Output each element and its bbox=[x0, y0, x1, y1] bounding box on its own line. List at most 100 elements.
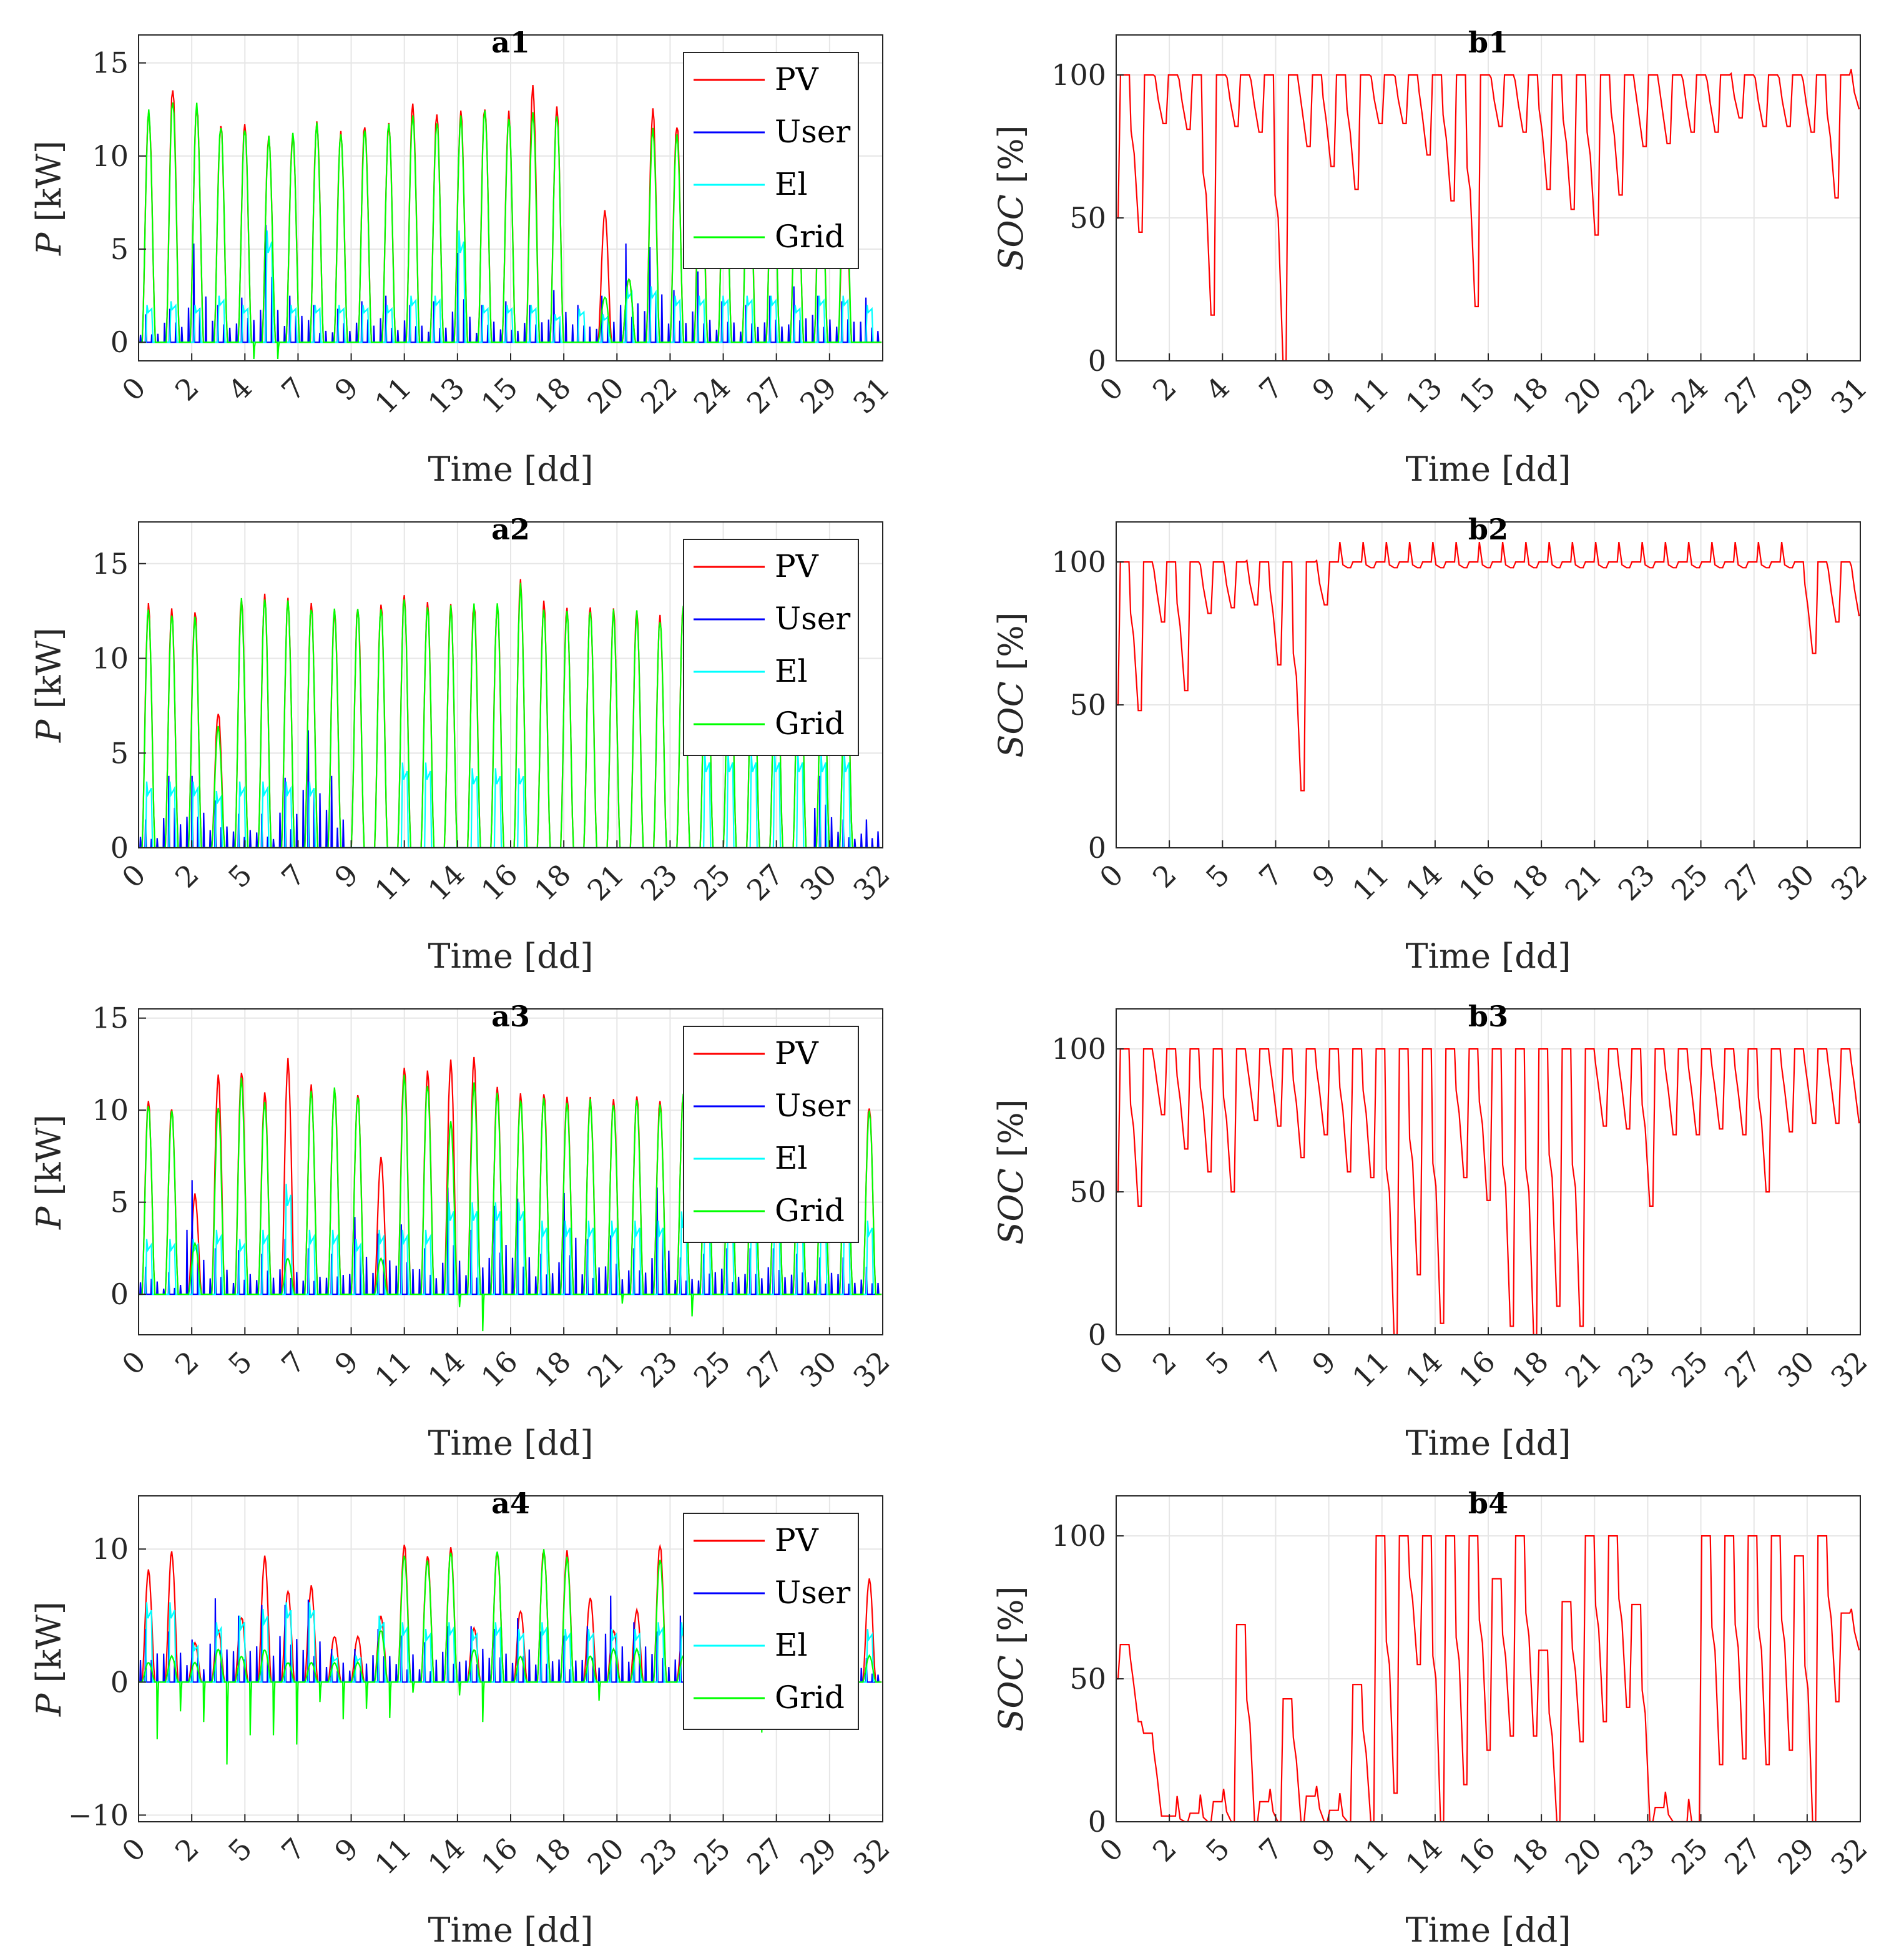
legend-box bbox=[683, 1513, 859, 1730]
x-tick-label: 2 bbox=[169, 1345, 205, 1382]
y-tick-label: 100 bbox=[1051, 1032, 1106, 1066]
x-tick-label: 25 bbox=[687, 1345, 737, 1395]
x-tick-label: 2 bbox=[1146, 858, 1183, 895]
legend-label-user: User bbox=[775, 1088, 850, 1124]
y-tick-label: 10 bbox=[92, 139, 129, 173]
x-tick-label: 5 bbox=[222, 1832, 258, 1869]
y-axis-label-unit: [kW] bbox=[29, 1114, 69, 1207]
x-tick-label: 5 bbox=[1199, 1345, 1236, 1382]
x-tick-label: 27 bbox=[740, 371, 790, 421]
x-tick-label: 2 bbox=[1146, 1832, 1183, 1869]
x-tick-label: 15 bbox=[1452, 371, 1502, 421]
x-tick-label: 5 bbox=[1199, 1832, 1236, 1869]
x-tick-label: 32 bbox=[846, 858, 896, 908]
x-tick-label: 16 bbox=[1452, 1832, 1502, 1882]
legend-label-pv: PV bbox=[775, 1035, 819, 1071]
x-tick-label: 27 bbox=[1718, 858, 1768, 908]
x-tick-label: 2 bbox=[169, 1832, 205, 1869]
x-tick-label: 30 bbox=[1771, 858, 1821, 908]
x-tick-label: 25 bbox=[687, 858, 737, 908]
chart-title: b3 bbox=[1468, 1000, 1508, 1033]
x-tick-label: 18 bbox=[1505, 858, 1555, 908]
y-tick-label: 0 bbox=[1088, 1805, 1106, 1839]
y-axis-label-unit: [kW] bbox=[29, 140, 69, 233]
legend-label-el: El bbox=[775, 653, 808, 689]
x-tick-label: 4 bbox=[1199, 371, 1236, 408]
legend-label-grid: Grid bbox=[775, 705, 845, 742]
legend: PV User El Grid bbox=[683, 539, 859, 756]
x-tick-label: 11 bbox=[368, 1345, 418, 1395]
series-group bbox=[1116, 1048, 1860, 1335]
y-tick-label: 10 bbox=[92, 1532, 129, 1566]
x-tick-label: 16 bbox=[474, 1832, 524, 1882]
x-tick-label: 32 bbox=[1824, 858, 1874, 908]
y-axis-label: SOC [%] bbox=[991, 1586, 1031, 1731]
y-axis-label-var: P bbox=[29, 232, 69, 256]
y-axis-label-unit: [%] bbox=[991, 1586, 1031, 1655]
y-tick-label: 15 bbox=[92, 547, 129, 581]
x-tick-label: 7 bbox=[1252, 1345, 1289, 1382]
x-tick-label: 9 bbox=[1305, 1832, 1342, 1869]
legend: PV User El Grid bbox=[683, 1026, 859, 1243]
x-tick-label: 29 bbox=[1771, 371, 1821, 421]
legend-box bbox=[683, 539, 859, 756]
x-tick-label: 11 bbox=[1346, 1345, 1396, 1395]
series-line-grid bbox=[139, 102, 882, 360]
legend-label-el: El bbox=[775, 1140, 808, 1176]
x-tick-label: 7 bbox=[1252, 371, 1289, 408]
x-axis-label: Time [dd] bbox=[428, 1910, 594, 1946]
series-line-soc bbox=[1116, 69, 1860, 361]
x-tick-label: 18 bbox=[1505, 1832, 1555, 1882]
x-tick-label: 25 bbox=[1665, 858, 1715, 908]
x-tick-label: 16 bbox=[1452, 858, 1502, 908]
x-tick-label: 11 bbox=[1346, 371, 1396, 421]
series-line-soc bbox=[1116, 1048, 1860, 1335]
y-axis-label-var: P bbox=[29, 1693, 69, 1717]
legend: PV User El Grid bbox=[683, 1513, 859, 1730]
chart-title: a2 bbox=[491, 513, 530, 546]
y-axis-label: SOC [%] bbox=[991, 1099, 1031, 1244]
x-tick-label: 22 bbox=[634, 371, 684, 421]
x-tick-label: 32 bbox=[1824, 1345, 1874, 1395]
legend-label-el: El bbox=[775, 166, 808, 202]
x-tick-label: 2 bbox=[169, 371, 205, 408]
x-tick-label: 7 bbox=[275, 1832, 312, 1869]
x-tick-label: 30 bbox=[793, 1345, 843, 1395]
y-tick-label: 0 bbox=[1088, 1318, 1106, 1352]
x-tick-label: 7 bbox=[275, 858, 312, 895]
x-tick-label: 9 bbox=[1305, 858, 1342, 895]
x-tick-label: 27 bbox=[740, 858, 790, 908]
x-tick-label: 32 bbox=[846, 1345, 896, 1395]
y-axis-label-unit: [%] bbox=[991, 612, 1031, 681]
x-tick-label: 21 bbox=[581, 1345, 631, 1395]
x-tick-label: 18 bbox=[528, 371, 577, 421]
y-tick-label: 15 bbox=[92, 1001, 129, 1035]
x-tick-label: 20 bbox=[1558, 1832, 1608, 1882]
x-tick-label: 23 bbox=[634, 1832, 684, 1882]
x-tick-label: 27 bbox=[1718, 1345, 1768, 1395]
y-tick-label: 100 bbox=[1051, 545, 1106, 579]
x-tick-label: 18 bbox=[1505, 1345, 1555, 1395]
x-axis-label: Time [dd] bbox=[1406, 936, 1571, 976]
x-tick-label: 7 bbox=[275, 1345, 312, 1382]
x-tick-label: 9 bbox=[1305, 1345, 1342, 1382]
y-tick-label: 0 bbox=[1088, 831, 1106, 865]
x-tick-label: 0 bbox=[115, 371, 152, 408]
x-axis-label: Time [dd] bbox=[1406, 450, 1571, 489]
x-axis-label: Time [dd] bbox=[1406, 1910, 1571, 1946]
x-tick-label: 9 bbox=[328, 1832, 365, 1869]
y-axis-label-unit: [kW] bbox=[29, 627, 69, 720]
chart-title: a1 bbox=[491, 26, 530, 59]
x-tick-label: 0 bbox=[115, 1345, 152, 1382]
legend-label-grid: Grid bbox=[775, 219, 845, 255]
x-tick-label: 9 bbox=[328, 1345, 365, 1382]
x-tick-label: 4 bbox=[222, 371, 258, 408]
y-axis-label-var: SOC bbox=[991, 681, 1031, 758]
x-tick-label: 32 bbox=[846, 1832, 896, 1882]
series-group bbox=[1116, 1535, 1860, 1822]
legend-label-pv: PV bbox=[775, 1522, 819, 1558]
